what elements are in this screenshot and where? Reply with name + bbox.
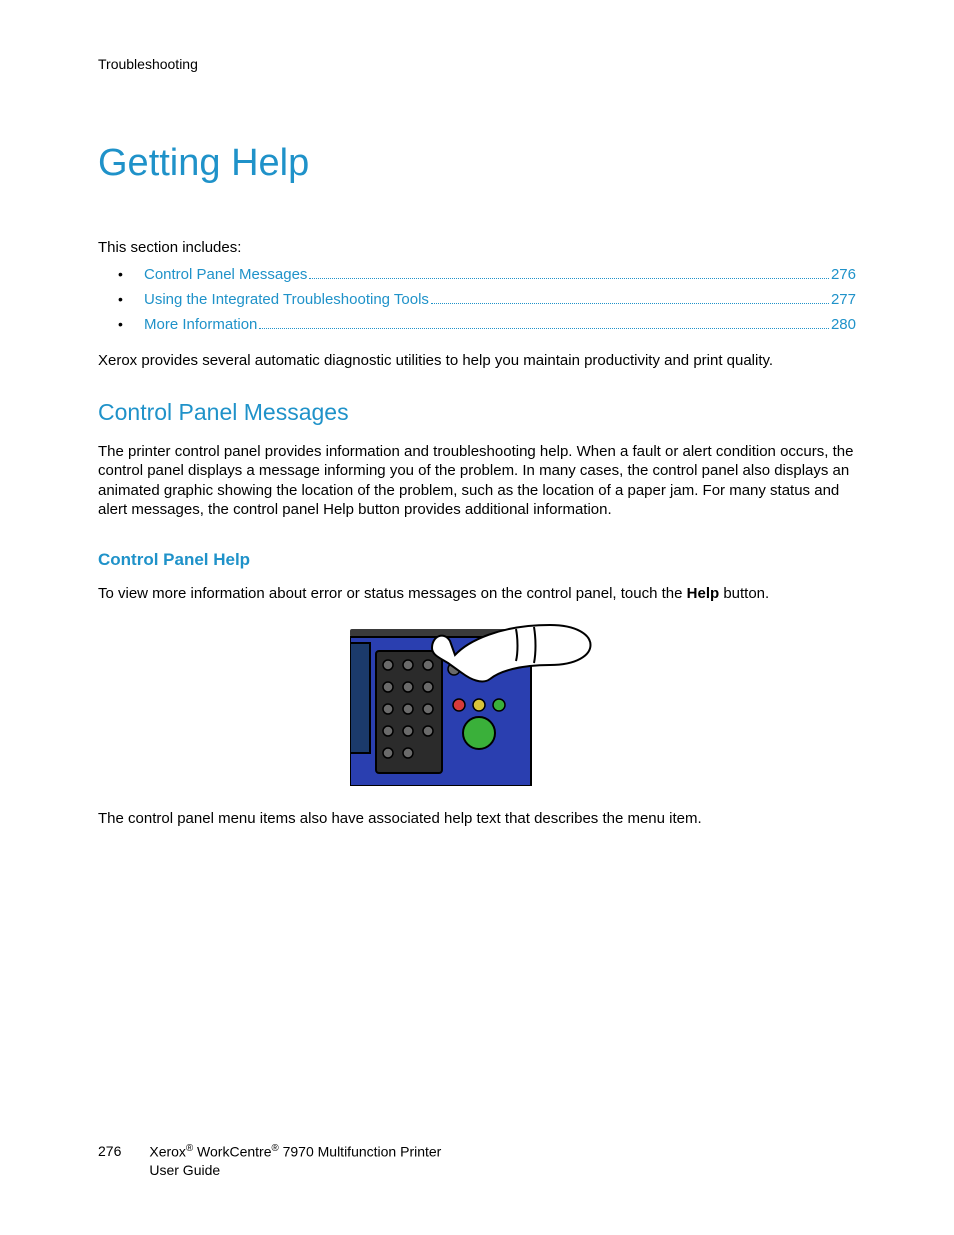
- bullet-icon: •: [118, 266, 144, 282]
- toc-leader: [259, 328, 829, 329]
- footer: 276 Xerox® WorkCentre® 7970 Multifunctio…: [98, 1143, 441, 1179]
- help-p1-after: button.: [719, 585, 769, 602]
- header-label: Troubleshooting: [98, 56, 856, 72]
- bullet-icon: •: [118, 316, 144, 332]
- toc-leader: [431, 303, 829, 304]
- toc-item[interactable]: • Control Panel Messages 276: [118, 266, 856, 283]
- help-p1-before: To view more information about error or …: [98, 585, 687, 602]
- toc-leader: [309, 278, 829, 279]
- footer-brand1: Xerox: [149, 1144, 186, 1160]
- control-panel-illustration: [98, 621, 856, 791]
- toc-list: • Control Panel Messages 276 • Using the…: [118, 266, 856, 333]
- help-button-word: Help: [687, 585, 720, 602]
- toc-page[interactable]: 280: [831, 316, 856, 333]
- control-panel-messages-paragraph: The printer control panel provides infor…: [98, 442, 856, 520]
- footer-page-number: 276: [98, 1143, 121, 1159]
- heading-control-panel-messages: Control Panel Messages: [98, 399, 856, 426]
- heading-control-panel-help: Control Panel Help: [98, 550, 856, 570]
- footer-brand2: WorkCentre: [193, 1144, 271, 1160]
- toc-item[interactable]: • More Information 280: [118, 316, 856, 333]
- footer-line2: User Guide: [149, 1162, 220, 1178]
- toc-page[interactable]: 277: [831, 291, 856, 308]
- toc-page[interactable]: 276: [831, 266, 856, 283]
- footer-model: 7970 Multifunction Printer: [279, 1144, 442, 1160]
- registered-icon: ®: [271, 1143, 278, 1154]
- intro-paragraph: Xerox provides several automatic diagnos…: [98, 351, 856, 371]
- toc-link[interactable]: Control Panel Messages: [144, 266, 307, 283]
- footer-text: Xerox® WorkCentre® 7970 Multifunction Pr…: [149, 1143, 441, 1179]
- control-panel-svg: [350, 621, 604, 786]
- bullet-icon: •: [118, 291, 144, 307]
- toc-link[interactable]: More Information: [144, 316, 257, 333]
- help-instruction-paragraph: To view more information about error or …: [98, 584, 856, 604]
- toc-link[interactable]: Using the Integrated Troubleshooting Too…: [144, 291, 429, 308]
- help-menu-paragraph: The control panel menu items also have a…: [98, 809, 856, 829]
- section-intro: This section includes:: [98, 239, 856, 256]
- toc-item[interactable]: • Using the Integrated Troubleshooting T…: [118, 291, 856, 308]
- page-title: Getting Help: [98, 142, 856, 185]
